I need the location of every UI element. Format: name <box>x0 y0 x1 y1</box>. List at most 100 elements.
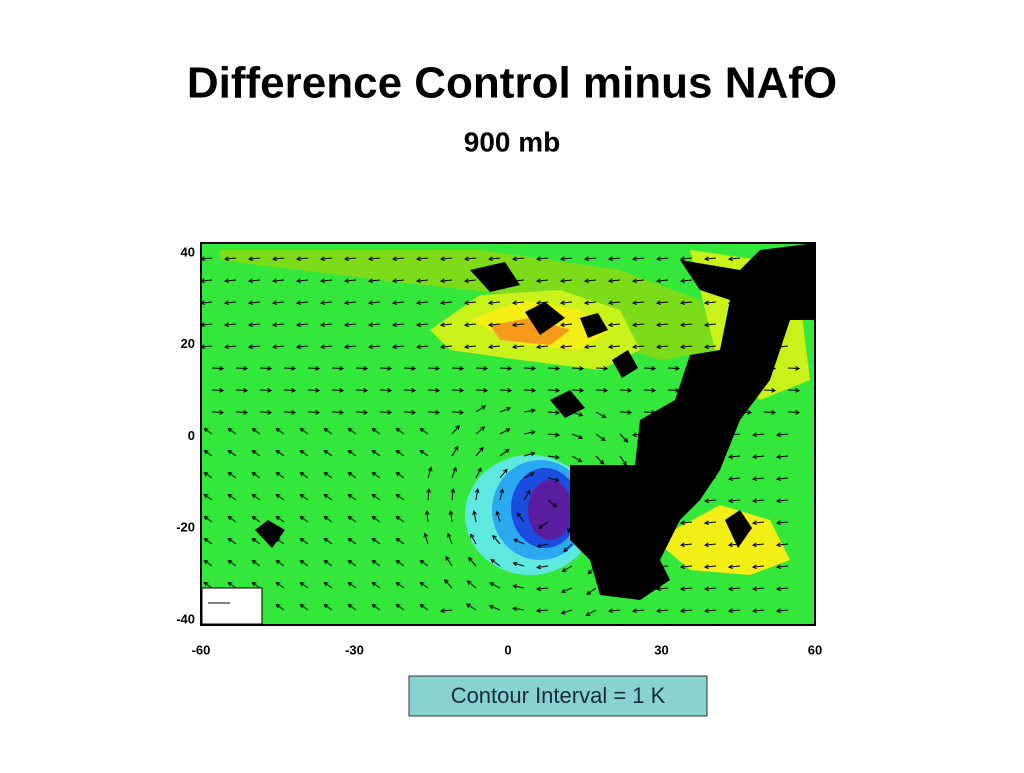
wind-arrow <box>487 278 501 284</box>
wind-arrow <box>323 537 333 545</box>
wind-arrow <box>251 581 261 589</box>
wind-arrow <box>775 520 789 526</box>
wind-arrow <box>474 488 480 501</box>
wind-arrow <box>763 366 777 371</box>
wind-arrow <box>559 322 573 328</box>
wind-arrow <box>775 300 789 306</box>
wind-arrow <box>715 366 729 371</box>
wind-arrow <box>403 388 417 393</box>
wind-arrow <box>595 433 606 442</box>
wind-arrow <box>367 256 381 262</box>
wind-arrow <box>523 366 537 371</box>
wind-arrow <box>347 493 357 501</box>
wind-arrow <box>323 559 333 567</box>
wind-arrow <box>299 471 309 479</box>
wind-arrow <box>535 322 549 328</box>
wind-arrow <box>227 515 237 523</box>
wind-arrow <box>619 366 633 371</box>
wind-arrow <box>547 366 561 371</box>
wind-arrow <box>787 366 801 371</box>
wind-arrow <box>571 411 584 417</box>
wind-arrow <box>679 520 693 526</box>
wind-arrow <box>466 580 477 589</box>
wind-arrow <box>583 300 597 306</box>
wind-arrow <box>331 366 345 371</box>
wind-arrow <box>451 445 459 457</box>
wind-arrow <box>607 344 621 350</box>
wind-arrow <box>251 559 261 567</box>
wind-arrow <box>271 278 285 284</box>
wind-arrow <box>347 603 357 611</box>
wind-arrow <box>472 510 477 523</box>
wind-arrow <box>451 388 465 393</box>
wind-arrow <box>227 471 237 479</box>
wind-arrow <box>643 388 657 393</box>
wind-arrow <box>367 344 381 350</box>
wind-arrow <box>371 515 381 523</box>
wind-arrow <box>589 543 597 555</box>
wind-arrow <box>727 256 741 262</box>
wind-arrow <box>419 427 429 435</box>
wind-arrow <box>427 466 433 479</box>
wind-arrow <box>415 344 429 350</box>
wind-arrow <box>547 499 558 508</box>
wind-arrow <box>211 388 225 393</box>
wind-arrow <box>511 344 525 350</box>
wind-arrow <box>371 537 381 545</box>
wind-arrow <box>487 344 501 350</box>
wind-arrow <box>415 322 429 328</box>
wind-arrow <box>439 322 453 328</box>
wind-arrow <box>299 581 309 589</box>
x-tick-label: 30 <box>654 642 668 657</box>
wind-arrow <box>643 366 657 371</box>
wind-arrow <box>727 278 741 284</box>
wind-arrow <box>475 467 482 479</box>
wind-arrow <box>592 521 597 534</box>
wind-arrow <box>499 406 512 413</box>
wind-arrow <box>499 488 505 501</box>
wind-arrow <box>415 256 429 262</box>
wind-arrow <box>451 466 457 479</box>
wind-arrow <box>631 344 645 350</box>
wind-arrow <box>739 410 753 415</box>
wind-arrow <box>451 366 465 371</box>
wind-arrow <box>655 278 669 284</box>
wind-arrow <box>468 556 477 567</box>
wind-arrow <box>631 322 645 328</box>
wind-arrow <box>595 455 605 465</box>
wind-arrow <box>535 300 549 306</box>
wind-arrow <box>559 256 573 262</box>
wind-arrow <box>643 477 649 490</box>
wind-arrow <box>235 366 249 371</box>
y-tick-label: -40 <box>176 611 195 626</box>
wind-arrow <box>619 455 627 466</box>
wind-arrow <box>227 537 237 545</box>
wind-arrow <box>203 581 213 589</box>
wind-arrow <box>619 388 633 393</box>
wind-arrow <box>463 300 477 306</box>
wind-arrow <box>227 581 237 589</box>
wind-arrow <box>203 537 213 545</box>
wind-arrow <box>490 558 501 567</box>
wind-arrow <box>439 608 453 614</box>
wind-arrow <box>775 564 789 570</box>
wind-arrow <box>727 586 741 592</box>
wind-arrow <box>475 405 487 413</box>
wind-arrow <box>275 427 285 435</box>
wind-arrow <box>475 426 486 435</box>
wind-arrow <box>307 388 321 393</box>
wind-arrow <box>463 256 477 262</box>
wind-arrow <box>371 493 381 501</box>
wind-arrow <box>537 521 549 529</box>
wind-arrow <box>523 451 536 457</box>
wind-arrow <box>679 498 693 504</box>
wind-arrow <box>259 410 273 415</box>
wind-arrow <box>727 476 741 482</box>
wind-arrow <box>655 476 669 482</box>
wind-arrow <box>395 515 405 523</box>
wind-arrow <box>295 256 309 262</box>
wind-arrow <box>251 493 261 501</box>
wind-arrow <box>427 410 441 415</box>
wind-arrow <box>559 278 573 284</box>
wind-arrow <box>347 471 357 479</box>
